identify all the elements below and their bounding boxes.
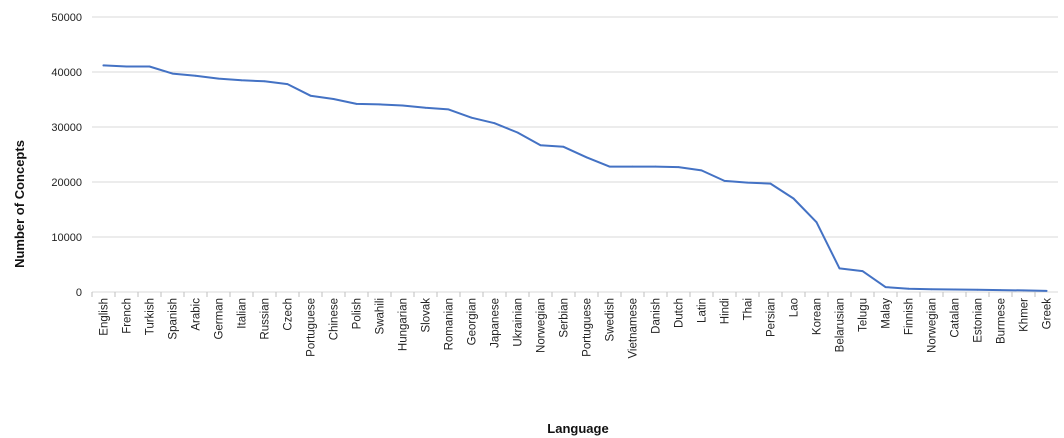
data-point xyxy=(516,131,519,134)
data-point xyxy=(1045,290,1048,292)
x-tick-label: Russian xyxy=(260,298,272,340)
series-layer xyxy=(102,64,1048,292)
x-tick-label: Japanese xyxy=(490,298,502,348)
x-tick-label: Greek xyxy=(1042,298,1054,330)
data-point xyxy=(539,144,542,147)
x-tick-label: Estonian xyxy=(973,298,985,343)
data-point xyxy=(700,169,703,172)
x-tick-label: Dutch xyxy=(674,298,686,328)
data-point xyxy=(677,166,680,169)
series-line xyxy=(102,64,1048,292)
x-tick-label: Lao xyxy=(789,298,801,317)
data-point xyxy=(378,103,381,106)
data-point xyxy=(861,270,864,272)
x-tick-label: Finnish xyxy=(904,298,916,335)
y-axis-title: Number of Concepts xyxy=(12,140,27,268)
x-tick-label: Serbian xyxy=(559,298,571,338)
data-point xyxy=(286,83,289,85)
x-tick-label: Georgian xyxy=(467,298,479,345)
x-tick-label: Danish xyxy=(651,298,663,334)
x-tick-label: Spanish xyxy=(168,298,180,340)
x-tick-label: Catalan xyxy=(950,298,962,338)
x-tick-label: Polish xyxy=(352,298,364,329)
x-tick-label: Portuguese xyxy=(306,298,318,357)
data-point xyxy=(815,221,818,224)
x-tick-label: Hindi xyxy=(720,298,732,324)
data-point xyxy=(401,104,404,107)
x-tick-label: Persian xyxy=(766,298,778,337)
x-tick-label: Chinese xyxy=(329,298,341,340)
data-point xyxy=(953,288,956,291)
data-point xyxy=(240,79,243,82)
data-point xyxy=(424,106,427,109)
x-tick-label: Burmese xyxy=(996,298,1008,344)
data-point xyxy=(332,98,335,100)
data-point xyxy=(930,288,933,291)
x-tick-label: Khmer xyxy=(1019,298,1031,332)
x-tick-label: Hungarian xyxy=(398,298,410,351)
data-point xyxy=(171,72,174,75)
y-tick-label: 30000 xyxy=(51,122,82,134)
data-point xyxy=(102,64,105,67)
x-tick-label: English xyxy=(99,298,111,336)
data-point xyxy=(792,197,795,200)
data-point xyxy=(585,156,588,159)
x-tick-label: Latin xyxy=(697,298,709,323)
data-point xyxy=(562,145,565,148)
data-point xyxy=(654,165,657,168)
x-tick-label: Korean xyxy=(812,298,824,335)
x-tick-label: Slovak xyxy=(421,298,433,333)
data-point xyxy=(769,182,772,185)
data-point xyxy=(355,103,358,105)
x-tick-label: Vietnamese xyxy=(628,298,640,359)
y-tick-label: 0 xyxy=(76,287,82,299)
x-tick-label: Italian xyxy=(237,298,249,329)
data-point xyxy=(746,181,749,184)
data-point xyxy=(217,77,220,80)
x-tick-label: Ukrainian xyxy=(513,298,525,347)
x-tick-label: Norwegian xyxy=(927,298,939,353)
x-tick-label: Czech xyxy=(283,298,295,331)
data-point xyxy=(631,165,634,168)
x-tick-label: French xyxy=(122,298,134,334)
x-tick-label: Turkish xyxy=(145,298,157,335)
data-point xyxy=(309,94,312,97)
x-tick-label: German xyxy=(214,298,226,340)
data-point xyxy=(470,116,473,119)
y-tick-label: 40000 xyxy=(51,67,82,79)
data-point xyxy=(263,80,266,83)
y-tick-label: 10000 xyxy=(51,232,82,244)
y-tick-label: 20000 xyxy=(51,177,82,189)
x-tick-label: Thai xyxy=(743,298,755,320)
data-point xyxy=(723,180,726,182)
y-axis-ticks: 0 10000 20000 30000 40000 50000 xyxy=(51,12,82,299)
x-tick-label: Belarusian xyxy=(835,298,847,352)
x-tick-label: Telugu xyxy=(858,298,870,332)
data-point xyxy=(125,65,128,68)
data-point xyxy=(148,65,151,68)
x-tick-label: Swedish xyxy=(605,298,617,341)
x-tick-label: Portuguese xyxy=(582,298,594,357)
data-point xyxy=(493,122,496,125)
data-point xyxy=(194,74,197,77)
x-tick-label: Swahili xyxy=(375,298,387,334)
data-point xyxy=(838,267,841,270)
gridlines xyxy=(92,16,1058,293)
data-point xyxy=(608,165,611,168)
y-tick-label: 50000 xyxy=(51,12,82,24)
x-tick-label: Malay xyxy=(881,298,893,329)
x-tick-label: Romanian xyxy=(444,298,456,350)
data-point xyxy=(884,286,887,288)
data-point xyxy=(907,287,910,290)
data-point xyxy=(976,288,979,291)
x-axis-ticks: English French Turkish Spanish Arabic German I… xyxy=(91,292,1054,359)
x-axis-title: Language xyxy=(547,421,608,436)
data-point xyxy=(999,289,1002,291)
data-point xyxy=(447,108,450,111)
x-tick-label: Norwegian xyxy=(536,298,548,353)
data-point xyxy=(1022,289,1025,292)
x-tick-label: Arabic xyxy=(191,298,203,331)
